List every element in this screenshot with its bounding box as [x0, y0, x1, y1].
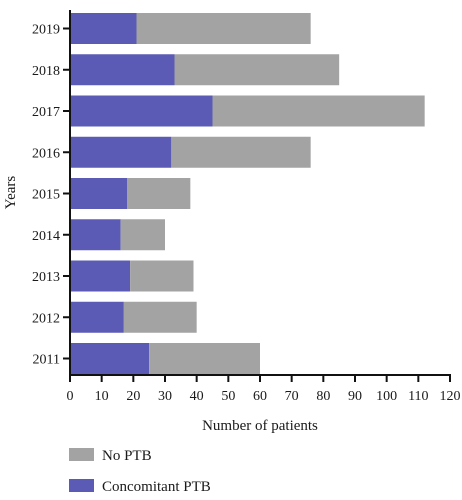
x-tick-label-50: 50 — [221, 389, 235, 404]
bar-concomitant-ptb-2019 — [70, 13, 137, 44]
y-tick-label-2012: 2012 — [32, 311, 60, 326]
y-tick-label-2016: 2016 — [32, 146, 60, 161]
bar-no-ptb-2011 — [149, 343, 260, 374]
bar-concomitant-ptb-2015 — [70, 178, 127, 209]
bar-concomitant-ptb-2016 — [70, 136, 172, 168]
legend-label-no-ptb: No PTB — [102, 448, 152, 464]
bar-no-ptb-2019 — [136, 13, 311, 44]
y-tick-label-2018: 2018 — [32, 64, 60, 79]
x-tick-label-70: 70 — [285, 389, 299, 404]
x-tick-label-30: 30 — [158, 389, 172, 404]
bar-concomitant-ptb-2013 — [70, 260, 131, 292]
bars-layer — [70, 13, 425, 374]
x-tick-label-10: 10 — [95, 389, 109, 404]
x-axis-title: Number of patients — [202, 418, 318, 434]
bar-no-ptb-2016 — [171, 136, 311, 168]
x-tick-label-40: 40 — [190, 389, 204, 404]
bar-no-ptb-2017 — [212, 95, 425, 127]
bar-concomitant-ptb-2012 — [70, 301, 124, 333]
bar-no-ptb-2015 — [127, 178, 191, 209]
x-tick-label-60: 60 — [253, 389, 267, 404]
bar-no-ptb-2013 — [130, 260, 194, 292]
x-tick-label-20: 20 — [126, 389, 140, 404]
legend: No PTB Concomitant PTB — [69, 448, 211, 495]
x-tick-label-110: 110 — [408, 389, 428, 404]
bar-no-ptb-2012 — [123, 301, 197, 333]
legend-swatch-no-ptb — [69, 448, 94, 461]
legend-label-concomitant-ptb: Concomitant PTB — [102, 479, 211, 495]
bar-concomitant-ptb-2017 — [70, 95, 213, 127]
x-tick-label-0: 0 — [67, 389, 74, 404]
x-tick-label-80: 80 — [316, 389, 330, 404]
bar-no-ptb-2018 — [174, 54, 340, 86]
x-tick-label-120: 120 — [440, 389, 461, 404]
bar-concomitant-ptb-2011 — [70, 343, 150, 374]
y-tick-label-2014: 2014 — [32, 229, 60, 244]
bar-no-ptb-2014 — [120, 219, 165, 251]
x-tick-label-100: 100 — [376, 389, 397, 404]
bar-concomitant-ptb-2018 — [70, 54, 175, 86]
x-tick-label-90: 90 — [348, 389, 362, 404]
y-tick-label-2017: 2017 — [32, 105, 60, 120]
y-tick-label-2015: 2015 — [32, 188, 60, 203]
y-axis-title: Years — [3, 176, 19, 210]
y-tick-label-2019: 2019 — [32, 23, 60, 38]
bar-concomitant-ptb-2014 — [70, 219, 121, 251]
y-tick-label-2011: 2011 — [33, 353, 60, 368]
legend-swatch-concomitant-ptb — [69, 479, 94, 492]
y-tick-label-2013: 2013 — [32, 270, 60, 285]
